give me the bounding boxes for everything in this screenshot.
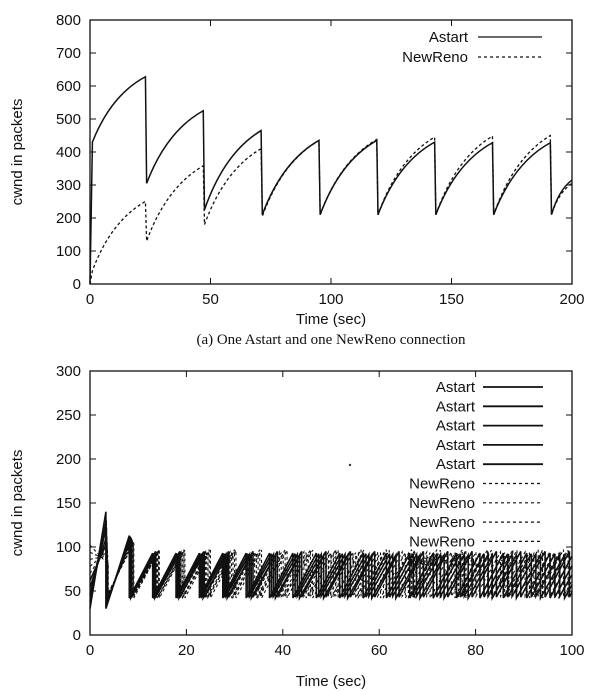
- y-tick-label: 700: [56, 45, 81, 62]
- chart-b-ticks: 0 20 40 60 80 100 0 50 100 150 200 250 300: [56, 363, 585, 659]
- x-tick-label: 60: [371, 642, 388, 659]
- stray-dot: [348, 463, 352, 467]
- series-line-newreno: [89, 539, 573, 599]
- y-tick-label: 200: [56, 451, 81, 468]
- chart-a-xlabel: Time (sec): [296, 311, 366, 328]
- legend-label: NewReno: [409, 495, 475, 512]
- legend-label: NewReno: [409, 476, 475, 493]
- chart-b-legend: Astart Astart Astart Astart Astart NewReno New…: [409, 379, 543, 570]
- chart-b-ylabel: cwnd in packets: [9, 450, 26, 557]
- series-line-astart: [89, 75, 573, 285]
- y-tick-label: 150: [56, 495, 81, 512]
- chart-a-series: [89, 75, 573, 285]
- chart-a-legend: Astart NewReno: [402, 29, 542, 66]
- y-tick-label: 0: [73, 627, 81, 644]
- legend-label: Astart: [436, 418, 476, 435]
- y-tick-label: 300: [56, 177, 81, 194]
- chart-a-ticks: 0 50 100 150 200 0 100 200 300 400 500 600 700 800: [56, 12, 585, 308]
- y-tick-label: 500: [56, 111, 81, 128]
- x-tick-label: 0: [86, 291, 94, 308]
- legend-label: NewReno: [402, 49, 468, 66]
- legend-label: Astart: [436, 398, 476, 415]
- x-tick-label: 80: [467, 642, 484, 659]
- y-tick-label: 300: [56, 363, 81, 380]
- x-tick-label: 150: [439, 291, 464, 308]
- series-line-newreno: [89, 541, 573, 597]
- legend-label: Astart: [436, 456, 476, 473]
- y-tick-label: 250: [56, 407, 81, 424]
- x-tick-label: 20: [178, 642, 195, 659]
- series-line-newreno: [89, 134, 573, 285]
- legend-label: NewReno: [409, 514, 475, 531]
- series-line-newreno: [89, 538, 573, 601]
- x-tick-label: 100: [318, 291, 343, 308]
- chart-b-xlabel: Time (sec): [296, 673, 366, 690]
- y-tick-label: 100: [56, 243, 81, 260]
- y-tick-label: 400: [56, 144, 81, 161]
- chart-a-ylabel: cwnd in packets: [9, 99, 26, 206]
- x-tick-label: 40: [274, 642, 291, 659]
- y-tick-label: 0: [73, 276, 81, 293]
- x-tick-label: 0: [86, 642, 94, 659]
- y-tick-label: 100: [56, 539, 81, 556]
- y-tick-label: 600: [56, 78, 81, 95]
- legend-label: NewReno: [409, 553, 475, 570]
- chart-b-series: [89, 511, 573, 609]
- y-tick-label: 200: [56, 210, 81, 227]
- legend-label: Astart: [429, 29, 469, 46]
- x-tick-label: 200: [559, 291, 584, 308]
- x-tick-label: 50: [202, 291, 219, 308]
- chart-a: 0 50 100 150 200 0 100 200 300 400 500 600 700 800 As…: [9, 12, 585, 348]
- legend-label: NewReno: [409, 533, 475, 550]
- series-line-newreno: [89, 542, 573, 599]
- x-tick-label: 100: [559, 642, 584, 659]
- y-tick-label: 800: [56, 12, 81, 29]
- y-tick-label: 50: [64, 583, 81, 600]
- series-line-newreno: [89, 540, 573, 600]
- legend-label: Astart: [436, 379, 476, 396]
- chart-a-caption: (a) One Astart and one NewReno connectio…: [196, 332, 466, 348]
- legend-label: Astart: [436, 437, 476, 454]
